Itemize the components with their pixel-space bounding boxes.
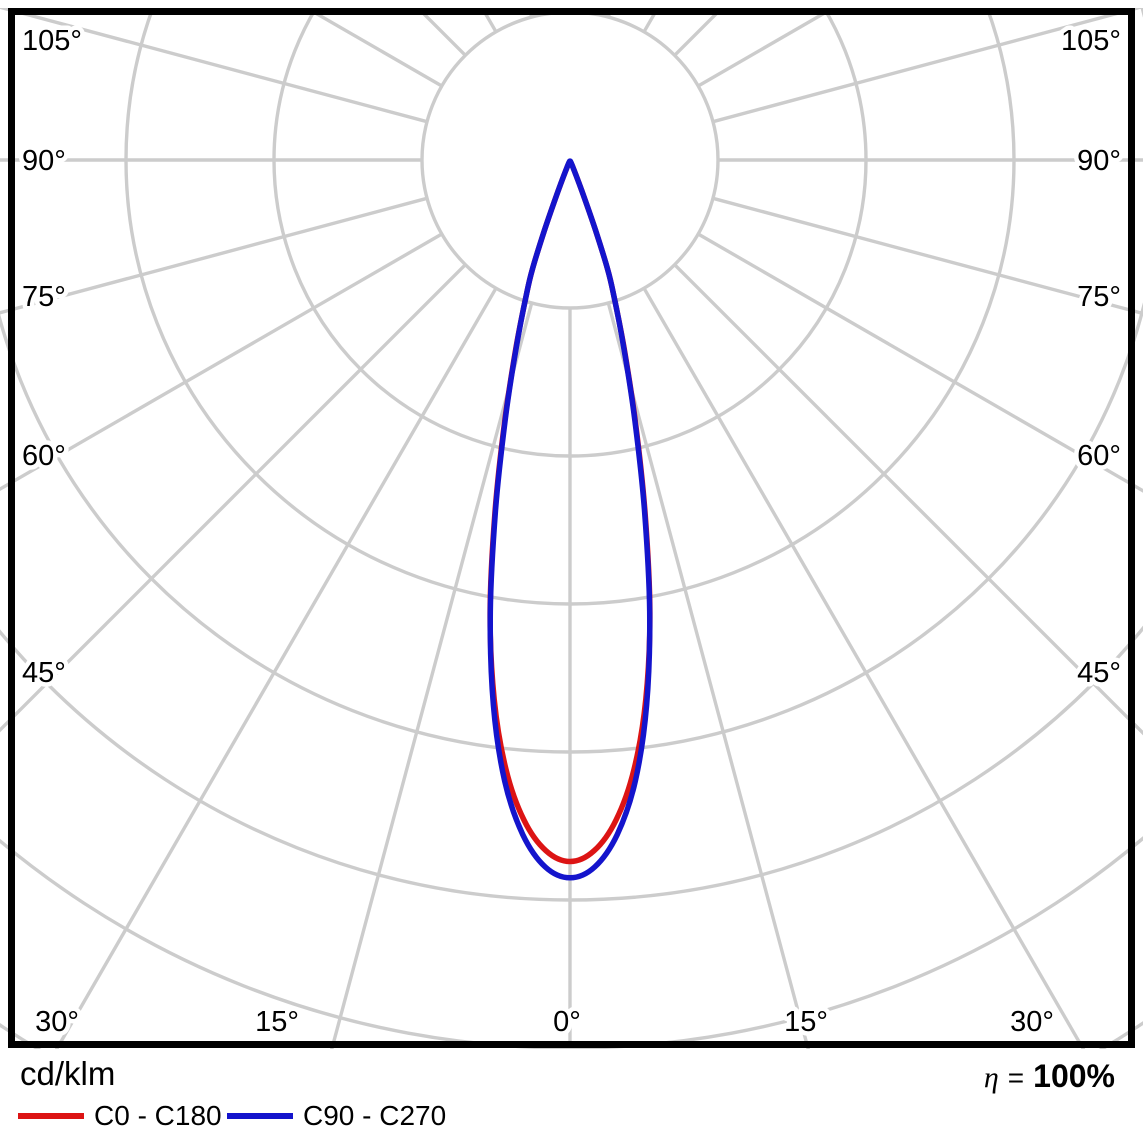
grid-radial	[642, 287, 1086, 1049]
grid-radial	[606, 302, 810, 1049]
eta-equals: =	[1007, 1062, 1025, 1093]
angle-label-right-45: 45°	[1077, 657, 1121, 689]
plot-frame-border	[8, 8, 1135, 1048]
angle-label-bottom-2-0: 0°	[553, 1006, 581, 1038]
grid-radial	[330, 302, 534, 1049]
angle-label-left-75: 75°	[22, 281, 66, 313]
grid-radial	[673, 263, 1143, 736]
grid-radial	[0, 8, 428, 124]
legend-item-c90-c270: C90 - C270	[227, 1100, 446, 1132]
grid-radial	[712, 196, 1143, 316]
grid-radial	[0, 232, 443, 492]
angle-label-right-105: 105°	[1061, 25, 1121, 57]
legend: C0 - C180 C90 - C270	[0, 1100, 1143, 1136]
angle-label-bottom-0-30: 30°	[35, 1006, 79, 1038]
angle-label-left-105: 105°	[22, 25, 82, 57]
legend-swatch-c0-c180	[18, 1113, 84, 1119]
curve-c90-c270	[487, 158, 653, 881]
angle-label-left-90: 90°	[22, 145, 66, 177]
eta-value: 100%	[1033, 1058, 1115, 1094]
legend-label-c90-c270: C90 - C270	[303, 1100, 447, 1131]
angle-label-left-60: 60°	[22, 440, 66, 472]
angle-label-bottom-1-15: 15°	[255, 1006, 299, 1038]
grid-radial	[0, 196, 428, 315]
angle-label-bottom-3-15: 15°	[784, 1006, 828, 1038]
efficiency-readout: η = 100%	[984, 1058, 1115, 1095]
grid-radial	[712, 8, 1143, 124]
angle-label-right-90: 90°	[1077, 145, 1121, 177]
angle-label-bottom-4-30: 30°	[1010, 1006, 1054, 1038]
angle-label-left-45: 45°	[22, 657, 66, 689]
angle-label-right-60: 60°	[1077, 440, 1121, 472]
legend-label-c0-c180: C0 - C180	[94, 1100, 222, 1131]
grid-radial	[0, 263, 467, 733]
legend-item-c0-c180: C0 - C180	[18, 1100, 222, 1132]
grid-radial	[697, 232, 1143, 493]
legend-swatch-c90-c270	[227, 1113, 293, 1119]
unit-label: cd/klm	[20, 1055, 116, 1092]
eta-symbol: η	[983, 1061, 999, 1094]
grid-radial	[54, 287, 498, 1049]
angle-label-right-75: 75°	[1077, 281, 1121, 313]
